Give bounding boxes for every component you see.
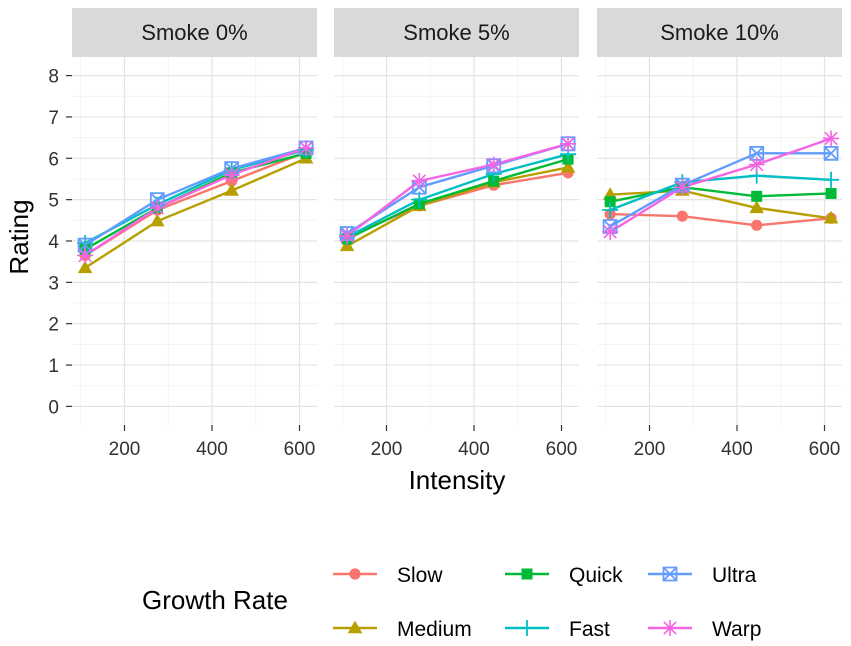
- data-point-quick: [751, 190, 763, 202]
- series-line-fast: [609, 174, 832, 212]
- series-line-quick: [346, 157, 569, 240]
- legend-key-marker: [662, 566, 678, 582]
- data-point-warp: [823, 130, 840, 147]
- data-point-warp: [339, 228, 356, 245]
- panel-1: Smoke 0% 200 400 600: [72, 8, 317, 460]
- y-tick-label: 2: [48, 315, 59, 336]
- data-point-ultra: [823, 145, 839, 161]
- y-tick-label: 8: [48, 67, 59, 88]
- y-tick-label: 6: [48, 149, 59, 170]
- data-point-medium: [560, 159, 576, 173]
- legend-label: Medium: [397, 618, 472, 641]
- series-line-slow: [610, 212, 832, 227]
- y-tick-label: 0: [48, 397, 59, 418]
- panel-strip-title: Smoke 0%: [141, 20, 247, 45]
- y-tick-label: 7: [48, 108, 59, 129]
- panel-strip: [597, 8, 842, 57]
- legend-key-marker: [521, 568, 533, 580]
- legend-item-quick: Quick: [505, 564, 623, 587]
- series-line-warp: [609, 137, 832, 233]
- data-point-warp: [223, 166, 240, 183]
- panel-2: Smoke 5% 200 400 600: [334, 8, 579, 460]
- data-point-medium: [224, 183, 239, 196]
- data-point-ultra: [77, 237, 93, 253]
- legend-item-fast: Fast: [505, 618, 610, 641]
- data-point-slow: [751, 219, 763, 231]
- data-point-warp: [674, 179, 691, 196]
- legend-title: Growth Rate: [142, 585, 288, 615]
- data-point-medium: [77, 260, 93, 274]
- x-tick-label: 600: [546, 439, 578, 460]
- x-tick-label: 400: [458, 439, 490, 460]
- data-point-warp: [149, 199, 166, 216]
- data-point-warp: [485, 156, 502, 173]
- x-tick-label: 400: [196, 439, 228, 460]
- data-point-medium: [150, 213, 165, 227]
- legend-label: Fast: [569, 618, 610, 641]
- x-axis-title: Intensity: [409, 465, 506, 495]
- data-point-warp: [748, 156, 765, 173]
- data-point-fast: [602, 201, 619, 218]
- legend-item-ultra: Ultra: [648, 564, 757, 587]
- x-tick-label: 600: [809, 439, 841, 460]
- panel-strip-title: Smoke 5%: [403, 20, 509, 45]
- y-axis-title: Rating: [4, 199, 34, 274]
- data-point-warp: [411, 173, 428, 190]
- data-point-warp: [560, 135, 577, 152]
- series-line-warp: [84, 146, 307, 257]
- x-tick-label: 200: [371, 439, 403, 460]
- panel-3: Smoke 10% 200 400 600: [597, 8, 842, 460]
- data-point-fast: [823, 171, 840, 188]
- legend-item-slow: Slow: [333, 564, 443, 587]
- legend-key-marker: [349, 568, 361, 580]
- legend-key-marker: [519, 620, 535, 636]
- y-tick-label: 5: [48, 191, 59, 212]
- y-tick-label: 3: [48, 273, 59, 294]
- data-point-medium: [823, 210, 839, 224]
- legend-key-marker: [662, 620, 678, 636]
- x-tick-label: 600: [284, 439, 316, 460]
- legend-item-medium: Medium: [333, 618, 472, 641]
- legend: Growth Rate Slow Medium Quick Fast Ultra Warp: [142, 564, 761, 641]
- series-line-ultra: [84, 146, 307, 247]
- panel-strip-title: Smoke 10%: [660, 20, 779, 45]
- legend-item-warp: Warp: [648, 618, 761, 641]
- legend-label: Ultra: [712, 564, 757, 587]
- y-tick-label: 4: [48, 232, 59, 253]
- data-point-warp: [602, 223, 619, 240]
- panel-strip: [72, 8, 317, 57]
- series-line-warp: [346, 142, 569, 237]
- series-line-quick: [609, 185, 832, 203]
- x-tick-label: 200: [634, 439, 666, 460]
- panel-strip: [334, 8, 579, 57]
- data-point-quick: [825, 187, 837, 199]
- data-point-warp: [298, 139, 315, 156]
- y-tick-label: 1: [48, 356, 59, 377]
- series-line-fast: [346, 153, 569, 238]
- series-line-ultra: [609, 152, 832, 228]
- series-line-medium: [346, 166, 569, 248]
- legend-label: Warp: [712, 618, 761, 641]
- data-point-quick: [604, 196, 616, 208]
- data-point-ultra: [749, 145, 765, 161]
- data-point-medium: [749, 200, 764, 214]
- y-axis: 0 1 2 3 4 5 6 7 8: [48, 67, 72, 418]
- series-line-fast: [84, 148, 307, 245]
- data-point-slow: [676, 210, 688, 222]
- legend-label: Slow: [397, 564, 443, 587]
- legend-label: Quick: [569, 564, 623, 587]
- x-tick-label: 400: [721, 439, 753, 460]
- legend-key-marker: [347, 620, 363, 634]
- series-line-medium: [84, 157, 307, 269]
- x-tick-label: 200: [109, 439, 141, 460]
- series-line-medium: [610, 189, 832, 220]
- data-point-warp: [77, 247, 94, 264]
